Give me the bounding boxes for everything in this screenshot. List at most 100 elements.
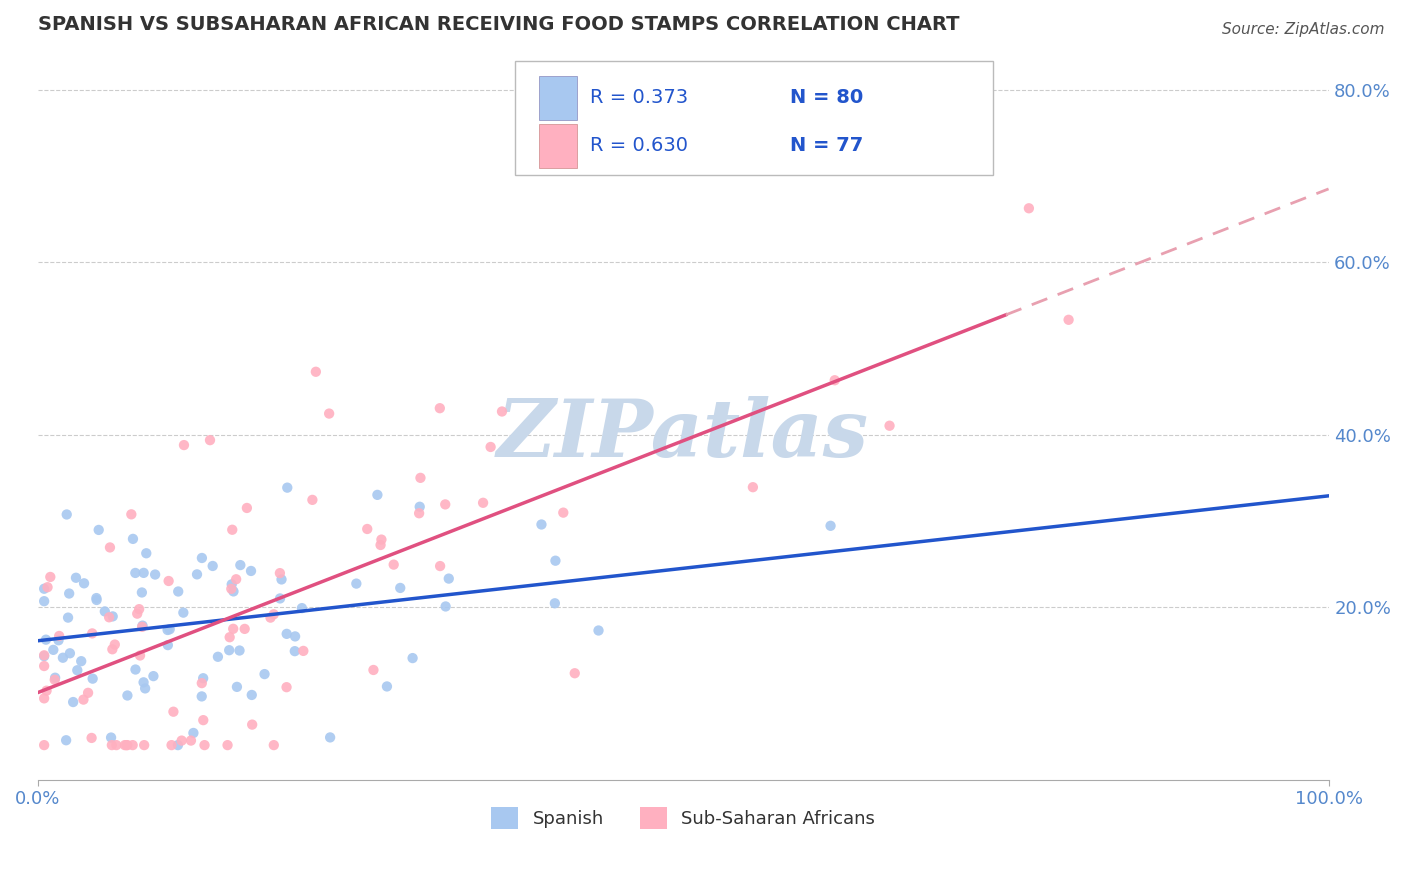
Point [170, 733, 193, 747]
Point [48, 633, 70, 648]
Point [32, 659, 55, 673]
Point [86, 593, 108, 607]
Point [564, 666, 586, 681]
Point [124, 663, 146, 677]
Point [319, 731, 342, 745]
Point [263, 607, 285, 622]
Point [366, 488, 388, 502]
Point [55, 733, 77, 747]
Point [240, 717, 263, 731]
Point [37, 580, 59, 594]
Point [162, 705, 184, 719]
Point [190, 690, 212, 704]
Point [127, 607, 149, 621]
Point [370, 538, 392, 552]
Point [318, 407, 340, 421]
Point [434, 599, 457, 614]
Text: N = 80: N = 80 [790, 88, 863, 107]
FancyBboxPatch shape [538, 124, 578, 168]
Point [356, 522, 378, 536]
FancyBboxPatch shape [516, 62, 993, 175]
Point [240, 564, 263, 578]
Point [218, 630, 240, 644]
Point [117, 738, 139, 752]
Point [101, 738, 124, 752]
Point [35, 683, 58, 698]
Point [207, 649, 229, 664]
Point [218, 643, 240, 657]
Point [479, 440, 502, 454]
Point [104, 638, 127, 652]
Point [142, 669, 165, 683]
Point [1018, 201, 1040, 215]
Point [221, 577, 243, 591]
Point [35, 632, 58, 647]
Point [193, 713, 215, 727]
Point [284, 629, 307, 643]
Point [172, 606, 194, 620]
Point [135, 546, 157, 560]
Point [193, 738, 215, 752]
Point [191, 676, 214, 690]
Point [879, 418, 901, 433]
Point [82, 672, 104, 686]
Point [437, 572, 460, 586]
Point [472, 496, 495, 510]
FancyBboxPatch shape [538, 76, 578, 120]
Point [117, 689, 139, 703]
Point [276, 481, 298, 495]
Point [191, 551, 214, 566]
Point [292, 644, 315, 658]
Point [588, 624, 610, 638]
Point [122, 532, 145, 546]
Point [270, 573, 292, 587]
Point [221, 582, 243, 596]
Point [183, 726, 205, 740]
Point [240, 688, 263, 702]
Point [167, 584, 190, 599]
Point [32, 738, 55, 752]
Legend: Spanish, Sub-Saharan Africans: Spanish, Sub-Saharan Africans [484, 800, 883, 837]
Point [101, 609, 124, 624]
Text: R = 0.373: R = 0.373 [591, 88, 689, 107]
Point [59, 646, 82, 660]
Point [82, 626, 104, 640]
Point [131, 620, 153, 634]
Point [824, 373, 846, 387]
Text: SPANISH VS SUBSAHARAN AFRICAN RECEIVING FOOD STAMPS CORRELATION CHART: SPANISH VS SUBSAHARAN AFRICAN RECEIVING … [38, 15, 959, 34]
Point [114, 738, 136, 752]
Point [156, 638, 179, 652]
Point [157, 574, 180, 588]
Point [401, 651, 423, 665]
Point [77, 686, 100, 700]
Point [259, 610, 281, 624]
Point [291, 601, 314, 615]
Point [105, 738, 128, 752]
Point [131, 618, 153, 632]
Point [128, 602, 150, 616]
Point [263, 738, 285, 752]
Point [65, 571, 87, 585]
Point [124, 566, 146, 580]
Text: Source: ZipAtlas.com: Source: ZipAtlas.com [1222, 22, 1385, 37]
Point [276, 627, 298, 641]
Point [370, 533, 392, 547]
Point [42, 643, 65, 657]
Point [115, 738, 138, 752]
Point [39, 570, 62, 584]
Point [198, 433, 221, 447]
Point [143, 567, 166, 582]
Point [121, 738, 143, 752]
Point [134, 681, 156, 696]
Point [269, 566, 291, 581]
Point [86, 591, 108, 605]
Point [363, 663, 385, 677]
Point [159, 622, 181, 636]
Point [32, 691, 55, 706]
Point [553, 506, 575, 520]
Point [284, 644, 307, 658]
Text: R = 0.630: R = 0.630 [591, 136, 688, 155]
Point [222, 622, 245, 636]
Point [58, 586, 80, 600]
Point [408, 506, 430, 520]
